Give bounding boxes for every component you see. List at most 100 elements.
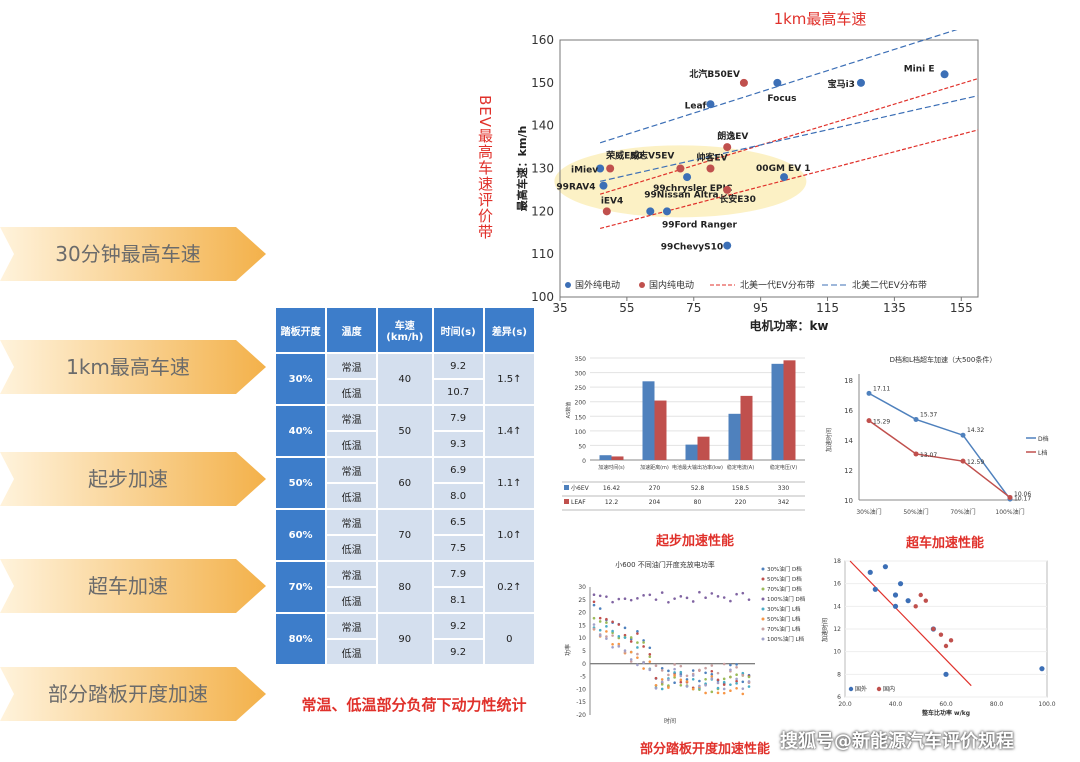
data-dot <box>698 668 701 672</box>
legend-label: 100%油门 D档 <box>767 595 806 603</box>
accel-table-panel: 踏板开度 温度 车速(km/h) 时间(s) 差异(s) 30% 常温 40 9.2 1… <box>274 306 536 666</box>
data-point <box>892 592 899 598</box>
y-tick-label: 18 <box>833 558 841 565</box>
data-dot <box>605 595 608 598</box>
y-axis-label: AS数值 <box>565 402 572 419</box>
menu-label: 1km最高车速 <box>66 355 190 379</box>
data-dot <box>592 623 596 626</box>
data-dot <box>629 658 633 661</box>
data-dot <box>605 621 608 624</box>
y-tick-label: 10 <box>578 635 586 642</box>
header-pedal: 踏板开度 <box>276 308 326 352</box>
legend-label: 70%油门 D档 <box>767 585 802 593</box>
arrow-shape-icon <box>0 667 266 721</box>
y-tick-label: 14 <box>833 603 841 610</box>
data-dot <box>598 616 602 620</box>
data-dot <box>729 689 732 693</box>
data-point <box>866 390 872 396</box>
data-dot <box>605 630 608 633</box>
menu-arrow-partial-pedal[interactable]: 部分踏板开度加速 <box>0 667 268 721</box>
table-value: 52.8 <box>691 485 705 492</box>
data-dot <box>660 687 664 691</box>
legend-marker <box>639 282 645 288</box>
data-point <box>913 604 918 609</box>
data-dot <box>605 617 608 621</box>
data-dot <box>679 595 683 598</box>
data-dot <box>679 683 683 687</box>
data-dot <box>716 681 720 685</box>
data-dot <box>679 672 683 676</box>
point-label: 长安E30 <box>719 193 756 205</box>
data-dot <box>629 636 633 639</box>
table-value: 270 <box>649 485 661 492</box>
data-point <box>905 598 911 604</box>
data-dot <box>660 683 664 686</box>
data-dot <box>605 625 608 628</box>
data-dot <box>710 677 714 680</box>
data-point <box>931 626 936 632</box>
menu-arrow-1km-speed[interactable]: 1km最高车速 <box>0 340 268 394</box>
data-dot <box>598 634 602 637</box>
legend-label: 小6EV <box>571 484 590 492</box>
y-tick-label: 20 <box>578 610 586 617</box>
data-label: 14.32 <box>967 427 984 434</box>
y-axis-label: 加速时间 <box>825 428 833 452</box>
data-dot <box>648 593 652 597</box>
series-line <box>868 392 1011 500</box>
data-dot <box>617 597 621 601</box>
y-tick-label: 200 <box>575 400 587 407</box>
menu-label: 30分钟最高车速 <box>55 242 201 266</box>
x-tick-label: 70%油门 <box>950 508 975 516</box>
data-dot <box>642 641 645 644</box>
data-point <box>938 632 944 637</box>
y-tick-label: 0 <box>582 458 586 465</box>
data-dot <box>667 673 670 677</box>
y-tick-label: 100 <box>575 429 587 436</box>
y-tick-label: -5 <box>580 674 586 681</box>
menu-arrow-30min-speed[interactable]: 30分钟最高车速 <box>0 227 268 281</box>
data-dot <box>741 680 745 684</box>
data-point <box>602 207 611 216</box>
diff-cell: 1.5↑ <box>484 354 534 404</box>
data-dot <box>716 686 720 690</box>
bar-chart-caption: 起步加速性能 <box>655 534 734 549</box>
data-dot <box>636 646 639 649</box>
data-dot <box>592 627 596 631</box>
x-tick-label: 30%油门 <box>856 508 881 516</box>
data-dot <box>741 591 745 595</box>
y-tick-label: 16 <box>844 407 853 415</box>
data-dot <box>747 680 751 683</box>
data-dot <box>648 655 652 659</box>
data-dot <box>679 664 683 668</box>
legend-label: 北美二代EV分布带 <box>852 279 927 291</box>
data-dot <box>598 594 602 598</box>
data-dot <box>735 592 738 596</box>
diff-cell: 1.1↑ <box>484 458 534 508</box>
speed-cell: 90 <box>378 614 432 664</box>
data-dot <box>673 676 676 679</box>
data-dot <box>629 598 633 602</box>
x-tick-label: 55 <box>619 301 634 315</box>
plot-frame <box>559 39 979 298</box>
menu-arrow-overtake-accel[interactable]: 超车加速 <box>0 559 268 613</box>
point-label: 荣威E50 <box>605 150 643 162</box>
x-tick-label: 80.0 <box>990 701 1004 708</box>
temp-cell: 常温 <box>327 406 377 430</box>
time-cell: 10.7 <box>433 380 483 404</box>
diff-cell: 1.0↑ <box>484 510 534 560</box>
y-tick-label: 18 <box>844 377 853 385</box>
y-tick-label: 15 <box>578 622 586 629</box>
line-chart-caption: 超车加速性能 <box>905 536 984 551</box>
data-point <box>856 78 865 87</box>
legend-marker <box>761 567 765 571</box>
data-dot <box>722 683 726 686</box>
data-dot <box>667 686 670 689</box>
time-cell: 7.9 <box>433 406 483 430</box>
data-dot <box>617 634 621 638</box>
menu-arrow-start-accel[interactable]: 起步加速 <box>0 452 268 506</box>
category-label: 电池最大输出功率(kw) <box>672 464 723 471</box>
legend-label: 50%油门 D档 <box>767 575 802 583</box>
y-tick-label: 14 <box>844 437 853 445</box>
data-dot <box>667 678 670 682</box>
data-dot <box>648 660 652 663</box>
